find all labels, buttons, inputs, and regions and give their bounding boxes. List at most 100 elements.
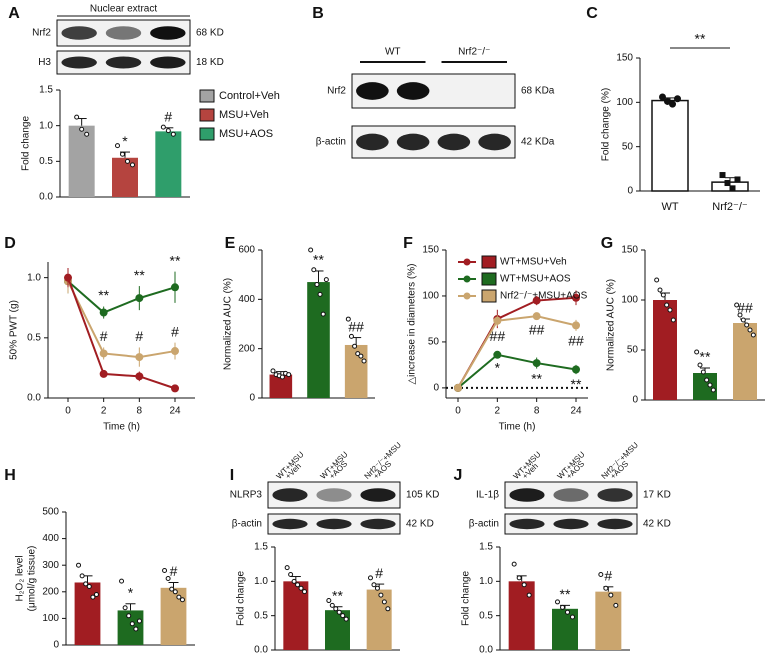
blot-row-name: Nrf2 [32,28,51,39]
data-point [710,387,716,393]
panel-letter: C [586,5,598,22]
blot-row-name: β-actin [316,137,346,148]
blot-row-name: NLRP3 [230,490,263,501]
legend-swatch [481,272,497,286]
significance: # [100,328,108,344]
blot-band [105,56,142,69]
data-point [729,185,736,192]
data-point [79,126,85,132]
y-axis-label: Fold change [236,571,247,626]
data-point [493,316,502,325]
blot-band [356,82,389,100]
blot-band [396,133,430,151]
y-tick-label: 100 [422,291,439,302]
data-point [358,353,364,359]
data-point [165,576,171,581]
data-point [126,613,132,619]
y-axis-label: Fold change (%) [601,88,612,161]
data-point [352,343,358,349]
data-point [170,131,176,137]
data-point [454,383,462,392]
significance: ## [490,328,506,344]
data-point [171,384,179,393]
data-point [115,143,120,149]
blot-row-size: 42 KDa [521,137,555,148]
blot-band [272,488,308,502]
x-tick-label: 8 [137,406,143,417]
data-point [378,592,384,598]
y-axis-label: H₂O₂ level [15,555,26,601]
data-point [99,308,108,317]
series-line [67,277,176,390]
bar [653,300,677,400]
significance: ** [170,252,181,268]
data-point [84,131,90,137]
data-point [734,302,740,308]
y-axis-label: (μmol/g tissue) [27,546,38,612]
y-tick-label: 150 [422,245,439,256]
data-point [311,267,317,273]
data-point [361,358,367,364]
data-point [93,591,99,597]
y-tick-label: 100 [42,613,59,624]
lane-label: Nrf2⁻/⁻ [458,47,490,58]
significance: ** [332,587,343,603]
data-point [176,594,182,600]
blot-band [478,133,511,151]
data-point [135,353,144,362]
blot-row-size: 68 KD [196,28,224,39]
data-point [279,374,285,380]
blot-band [360,518,396,530]
data-point [532,359,541,368]
data-point [179,597,185,603]
bar [366,589,392,650]
significance: # [170,563,178,579]
blot-band [553,518,589,530]
data-point [565,609,570,615]
data-point [654,277,660,283]
panel-letter: J [454,467,463,484]
y-tick-label: 0.5 [39,156,53,167]
data-point [670,317,676,323]
y-tick-label: 200 [42,586,59,597]
y-tick-label: 50 [622,141,634,152]
y-tick-label: 1.5 [254,542,268,553]
data-point [288,571,294,577]
data-point [355,351,361,357]
data-point [286,372,292,378]
y-tick-label: 0 [632,395,638,406]
blot-row-size: 42 KD [406,519,434,530]
significance: ** [98,287,109,303]
data-point [130,162,135,168]
x-tick-label: 2 [495,406,501,417]
data-point [737,312,743,318]
data-point [74,114,80,120]
blot-row-size: 18 KD [196,57,224,68]
series-line [67,280,176,314]
data-point [314,282,320,288]
data-point [340,613,346,619]
data-point [572,321,580,330]
data-point [704,377,710,383]
data-point [570,614,575,620]
data-point [532,296,541,305]
bar [74,582,101,645]
significance: # [375,565,383,581]
data-point [162,568,168,574]
blot-band [509,488,545,502]
data-point [385,606,391,612]
panel-letter: I [230,467,234,484]
data-point [136,618,142,624]
blot-band [437,133,471,151]
y-tick-label: 50 [428,337,440,348]
blot-row-name: H3 [38,57,51,68]
blot-band [597,488,633,502]
y-tick-label: 150 [616,53,633,64]
legend-dot [463,275,471,283]
legend-label: Control+Veh [219,90,280,102]
data-point [129,621,135,627]
blot-band [356,133,389,151]
data-point [317,291,323,297]
data-point [329,602,335,608]
